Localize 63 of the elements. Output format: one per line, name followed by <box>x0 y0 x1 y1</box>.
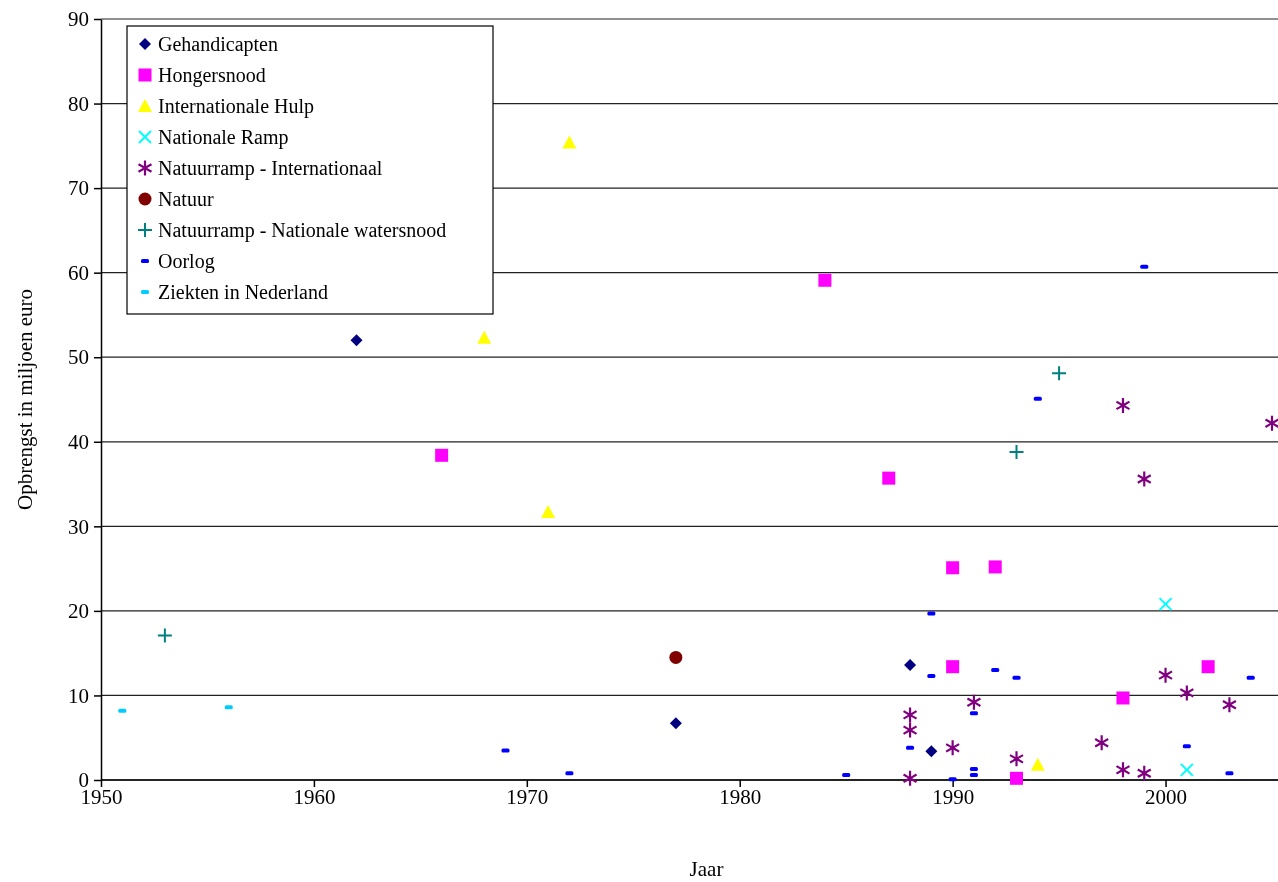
point <box>1179 685 1194 701</box>
legend-label: Ziekten in Nederland <box>158 281 328 303</box>
point <box>1115 397 1131 413</box>
point <box>1094 735 1109 751</box>
point <box>904 659 917 671</box>
point <box>966 694 981 710</box>
x-tick-label: 2000 <box>1145 785 1188 809</box>
x-tick-label: 1980 <box>719 785 762 809</box>
legend-label: Natuur <box>158 188 214 210</box>
legend-label: Hongersnood <box>158 64 266 87</box>
point <box>925 745 938 758</box>
legend-label: Gehandicapten <box>158 33 278 56</box>
point <box>669 717 682 730</box>
point <box>1179 762 1194 777</box>
point <box>669 650 683 664</box>
y-axis-title: Opbrengst in miljoen euro <box>13 288 37 511</box>
x-axis-title: Jaar <box>689 857 724 881</box>
point <box>946 561 960 575</box>
legend-label: Natuurramp - Internationaal <box>158 157 383 180</box>
y-tick-label: 10 <box>68 683 89 708</box>
point <box>1010 771 1024 785</box>
point <box>1115 762 1131 778</box>
y-tick-label: 90 <box>68 7 89 32</box>
point <box>903 770 918 786</box>
point <box>1008 443 1025 460</box>
point <box>1137 471 1152 487</box>
point <box>903 707 918 723</box>
y-tick-label: 70 <box>68 176 89 201</box>
y-tick-label: 30 <box>68 514 89 539</box>
point <box>1158 597 1173 612</box>
y-tick-label: 40 <box>68 430 89 454</box>
point <box>435 448 449 462</box>
point <box>541 504 556 518</box>
point <box>1009 751 1024 767</box>
point <box>1201 660 1215 674</box>
point <box>350 334 363 347</box>
point <box>988 560 1002 574</box>
point <box>1158 667 1173 683</box>
y-tick-label: 20 <box>68 599 89 624</box>
point <box>946 660 960 674</box>
point <box>818 273 832 287</box>
point <box>903 722 918 738</box>
y-tick-label: 60 <box>68 260 89 285</box>
point <box>1116 691 1130 705</box>
point <box>1137 765 1152 781</box>
legend-label: Natuurramp - Nationale watersnood <box>158 219 447 242</box>
point <box>562 135 577 149</box>
x-tick-label: 1990 <box>932 785 975 809</box>
point <box>1222 697 1237 713</box>
point <box>882 471 896 485</box>
legend-label: Nationale Ramp <box>158 126 289 149</box>
y-tick-label: 50 <box>68 345 89 370</box>
point <box>1264 415 1278 431</box>
x-tick-label: 1960 <box>293 785 336 809</box>
point <box>1030 757 1045 771</box>
point <box>1051 365 1068 382</box>
point <box>945 740 960 756</box>
legend-label: Oorlog <box>158 250 215 273</box>
point <box>156 627 173 644</box>
x-tick-label: 1970 <box>506 785 549 809</box>
legend-label: Internationale Hulp <box>158 95 315 118</box>
y-tick-label: 80 <box>68 91 89 116</box>
point <box>477 330 492 344</box>
